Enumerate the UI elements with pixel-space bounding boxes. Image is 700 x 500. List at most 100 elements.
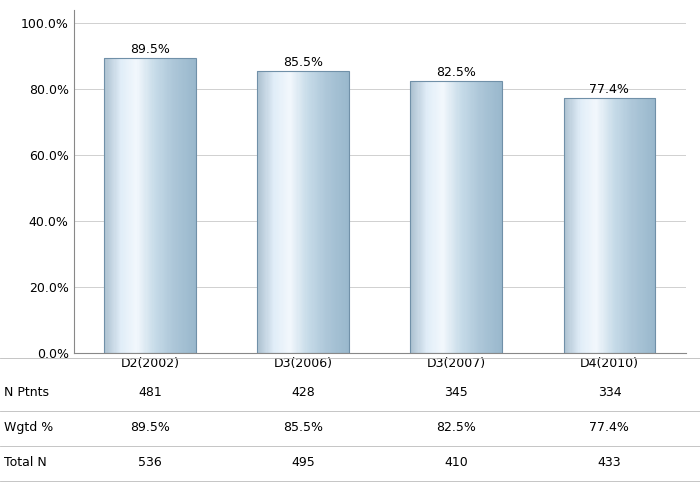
Bar — [432, 81, 433, 352]
Bar — [260, 71, 262, 352]
Bar — [274, 71, 276, 352]
Bar — [328, 71, 330, 352]
Bar — [458, 81, 460, 352]
Bar — [167, 58, 169, 352]
Bar — [569, 98, 570, 352]
Bar — [580, 98, 581, 352]
Bar — [417, 81, 419, 352]
Bar — [153, 58, 154, 352]
Bar — [307, 71, 308, 352]
Text: Wgtd %: Wgtd % — [4, 421, 52, 434]
Bar — [466, 81, 467, 352]
Bar — [193, 58, 194, 352]
Bar — [294, 71, 295, 352]
Bar — [125, 58, 126, 352]
Bar — [194, 58, 195, 352]
Bar — [279, 71, 281, 352]
Bar — [636, 98, 637, 352]
Bar — [172, 58, 173, 352]
Bar — [321, 71, 323, 352]
Bar — [493, 81, 494, 352]
Bar — [344, 71, 346, 352]
Bar — [128, 58, 130, 352]
Bar — [573, 98, 574, 352]
Bar — [118, 58, 119, 352]
Bar — [648, 98, 650, 352]
Bar — [456, 81, 458, 352]
Bar — [293, 71, 294, 352]
Bar — [264, 71, 265, 352]
Bar — [142, 58, 144, 352]
Text: 495: 495 — [291, 456, 315, 469]
Bar — [318, 71, 319, 352]
Bar — [630, 98, 631, 352]
Bar — [174, 58, 176, 352]
Bar — [158, 58, 160, 352]
Bar — [132, 58, 133, 352]
Bar — [433, 81, 435, 352]
Bar — [122, 58, 124, 352]
Bar — [283, 71, 284, 352]
Bar — [440, 81, 442, 352]
Text: 334: 334 — [598, 386, 622, 399]
Bar — [567, 98, 568, 352]
Bar — [451, 81, 452, 352]
Bar — [178, 58, 179, 352]
Bar — [305, 71, 307, 352]
Bar — [471, 81, 472, 352]
Bar — [574, 98, 575, 352]
Bar — [104, 58, 106, 352]
Bar — [610, 98, 612, 352]
Bar — [601, 98, 603, 352]
Bar — [592, 98, 594, 352]
Bar — [273, 71, 274, 352]
Bar — [414, 81, 415, 352]
Bar — [270, 71, 271, 352]
Bar — [340, 71, 341, 352]
Bar — [612, 98, 613, 352]
Bar — [486, 81, 487, 352]
Bar — [635, 98, 636, 352]
Bar — [619, 98, 620, 352]
Bar — [564, 98, 655, 352]
Bar — [435, 81, 437, 352]
Bar — [416, 81, 417, 352]
Bar — [299, 71, 300, 352]
Bar — [124, 58, 125, 352]
Bar — [628, 98, 629, 352]
Bar — [149, 58, 150, 352]
Bar — [477, 81, 478, 352]
Bar — [181, 58, 183, 352]
Bar — [582, 98, 583, 352]
Bar — [108, 58, 110, 352]
Bar — [183, 58, 185, 352]
Bar — [489, 81, 491, 352]
Bar — [584, 98, 585, 352]
Text: 85.5%: 85.5% — [284, 56, 323, 70]
Bar — [130, 58, 131, 352]
Bar — [452, 81, 453, 352]
Bar — [622, 98, 624, 352]
Bar — [638, 98, 640, 352]
Bar — [646, 98, 648, 352]
Bar — [500, 81, 501, 352]
Bar — [591, 98, 592, 352]
Bar — [482, 81, 483, 352]
Text: 433: 433 — [598, 456, 622, 469]
Bar — [629, 98, 630, 352]
Bar — [146, 58, 148, 352]
Bar — [106, 58, 108, 352]
Bar — [607, 98, 608, 352]
Bar — [483, 81, 484, 352]
Bar — [191, 58, 193, 352]
Bar — [431, 81, 433, 352]
Bar — [640, 98, 642, 352]
Bar — [603, 98, 604, 352]
Bar — [169, 58, 171, 352]
Bar — [464, 81, 466, 352]
Bar — [623, 98, 624, 352]
Bar — [634, 98, 635, 352]
Bar — [150, 58, 151, 352]
Bar — [442, 81, 444, 352]
Bar — [337, 71, 339, 352]
